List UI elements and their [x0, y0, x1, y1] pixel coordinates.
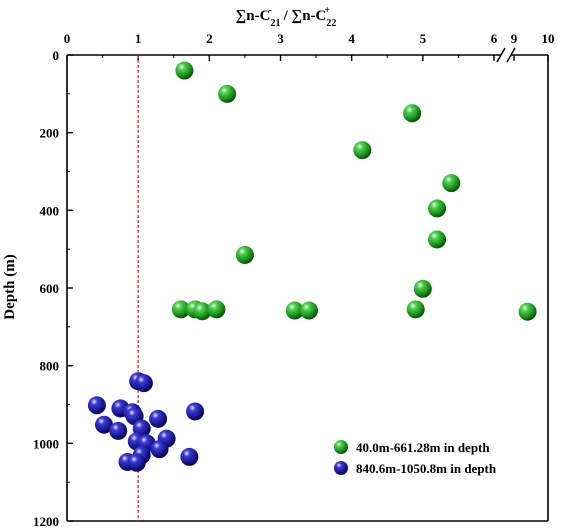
x-tick-label: 4 [348, 31, 355, 46]
x-tick-label: 9 [511, 31, 518, 46]
data-point [353, 141, 372, 160]
x-tick-label: 0 [64, 31, 71, 46]
y-tick-label: 600 [40, 281, 60, 296]
data-point [127, 453, 146, 472]
data-point [428, 199, 447, 218]
data-point [150, 440, 169, 459]
data-point [428, 230, 447, 249]
y-tick-label: 800 [40, 359, 60, 374]
legend-marker [334, 461, 348, 475]
data-point [442, 174, 461, 193]
x-tick-label: 1 [135, 31, 142, 46]
y-tick-label: 1000 [33, 436, 59, 451]
legend-marker [334, 440, 348, 454]
y-tick-label: 0 [53, 48, 60, 63]
data-point [171, 300, 190, 319]
x-tick-label: 3 [277, 31, 284, 46]
legend: 40.0m-661.28m in depth 840.6m-1050.8m in … [334, 440, 497, 476]
data-point [518, 302, 537, 321]
data-point [134, 374, 153, 393]
y-axis: 0 200 400 600 800 1000 1200 [33, 48, 73, 529]
data-point [285, 301, 304, 320]
data-point [406, 300, 425, 319]
data-point [299, 301, 318, 320]
data-point [218, 84, 237, 103]
legend-label: 40.0m-661.28m in depth [356, 440, 490, 455]
y-axis-label: Depth (m) [2, 254, 18, 319]
data-point [186, 402, 205, 421]
axis-break-mark [496, 47, 506, 63]
y-tick-label: 400 [40, 203, 60, 218]
x-tick-label: 10 [542, 31, 555, 46]
chart-title: ∑n-C21- / ∑n-C22+ [236, 5, 337, 29]
data-points [87, 61, 537, 472]
data-point [413, 279, 432, 298]
data-point [149, 409, 168, 428]
axis-break-mark [506, 47, 516, 63]
x-tick-label: 6 [491, 31, 498, 46]
data-point [175, 61, 194, 80]
x-tick-label: 5 [420, 31, 427, 46]
data-point [235, 245, 254, 264]
data-point [87, 396, 106, 415]
data-point [95, 415, 114, 434]
data-point [109, 421, 128, 440]
data-point [180, 447, 199, 466]
data-point [403, 104, 422, 123]
y-tick-label: 200 [40, 126, 60, 141]
x-axis: 0 1 2 3 4 5 6 9 10 [64, 31, 555, 61]
x-tick-label: 2 [206, 31, 213, 46]
data-point [193, 302, 212, 321]
y-tick-label: 1200 [33, 514, 59, 529]
data-point [207, 300, 226, 319]
legend-label: 840.6m-1050.8m in depth [356, 461, 497, 476]
